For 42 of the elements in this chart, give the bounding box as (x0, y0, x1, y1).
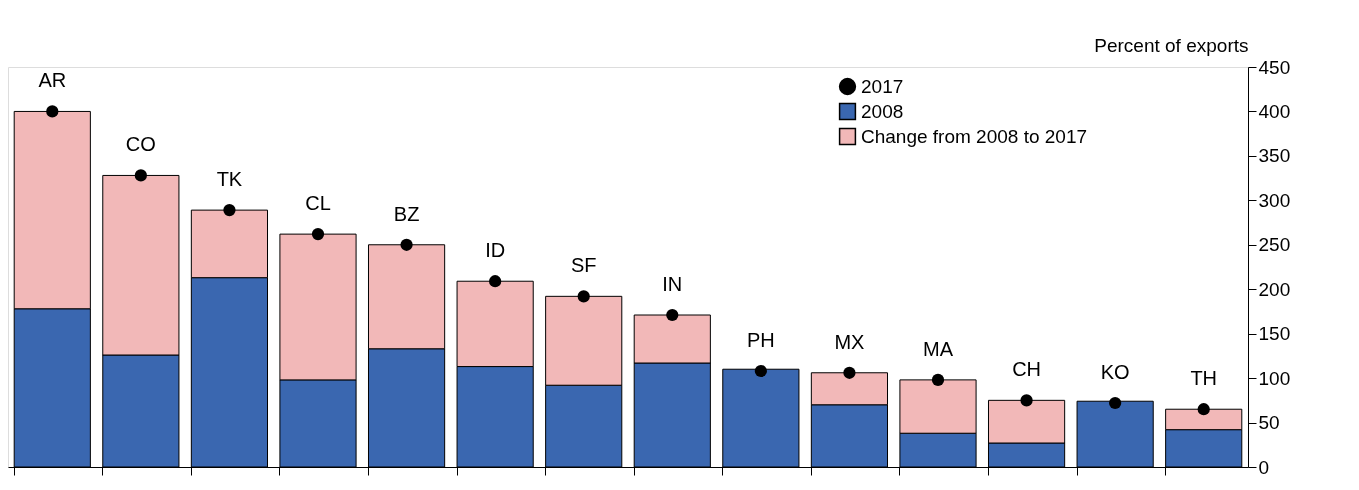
y-tick-label: 400 (1258, 100, 1291, 122)
x-tick-label: CH (1012, 358, 1042, 381)
y-tick-label: 150 (1258, 323, 1291, 345)
x-tick-label: KO (1100, 361, 1130, 383)
y-tick-label: 450 (1258, 56, 1291, 78)
x-tick-label: AR (38, 69, 67, 92)
legend-label: Change from 2008 to 2017 (861, 125, 1088, 147)
point (666, 308, 679, 322)
x-tick-label: CL (305, 192, 331, 215)
y-tick-label: 250 (1258, 234, 1291, 256)
point (577, 290, 590, 303)
point (134, 169, 147, 182)
x-tick-label: CO (125, 133, 156, 156)
point (1109, 396, 1122, 410)
point (754, 364, 767, 378)
point (46, 105, 59, 118)
y-tick-label: 100 (1258, 367, 1291, 389)
point (843, 366, 856, 379)
y-tick-label: 350 (1258, 145, 1291, 167)
y-axis-title: Percent of exports (1094, 34, 1249, 56)
x-tick-label: IN (662, 273, 683, 295)
point (931, 373, 945, 386)
point (489, 275, 502, 288)
x-tick-label: MX (834, 330, 865, 353)
y-tick-label: 200 (1258, 278, 1291, 300)
legend-label: 2008 (861, 100, 904, 122)
point (311, 228, 325, 241)
y-tick-label: 300 (1258, 189, 1291, 211)
x-tick-label: BZ (393, 202, 420, 225)
point (223, 204, 236, 217)
x-tick-label: MA (923, 337, 954, 360)
x-tick-label: TH (1190, 367, 1218, 390)
x-tick-label: ID (485, 239, 506, 262)
y-tick-label: 0 (1258, 456, 1270, 478)
point (1020, 394, 1033, 407)
legend-label: 2017 (861, 75, 904, 97)
point (1197, 403, 1210, 416)
x-tick-label: SF (570, 254, 597, 277)
x-tick-label: PH (746, 329, 775, 351)
y-tick-label: 50 (1258, 412, 1280, 434)
x-tick-label: TK (216, 168, 243, 191)
point (400, 238, 413, 251)
